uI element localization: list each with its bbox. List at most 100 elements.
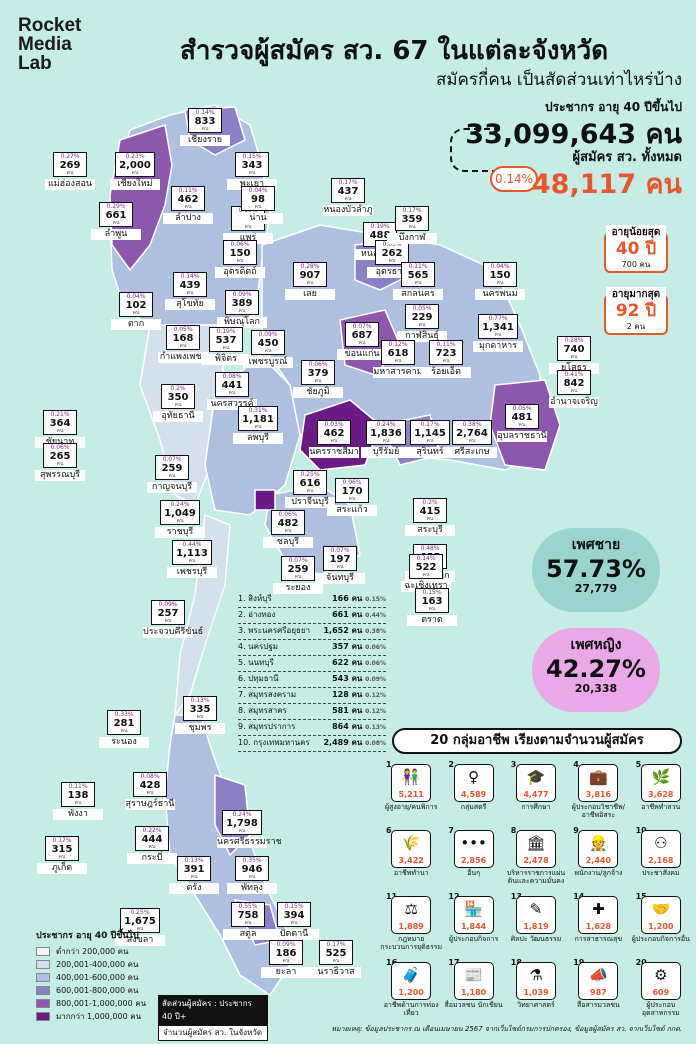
province-value: 359 <box>401 214 423 225</box>
province-label: 0.17% 437 คน หนองบัวลำภู <box>323 178 373 216</box>
central-list-value: 1,652 คน 0.38% <box>323 626 386 635</box>
province-value: 907 <box>299 270 321 281</box>
central-list-value: 166 คน 0.15% <box>332 594 386 603</box>
occupation-rank: 2. <box>448 760 457 769</box>
province-unit: คน <box>248 170 256 176</box>
province-box: 0.24% 1,836 คน <box>366 420 406 445</box>
province-unit: คน <box>264 348 272 354</box>
province-label: 0.07% 197 คน จันทบุรี <box>315 546 365 584</box>
province-value: 229 <box>411 312 433 323</box>
province-unit: คน <box>66 170 74 176</box>
occupation-item: 3. 🎓 4,477 การศึกษา <box>505 760 567 822</box>
province-value: 1,341 <box>482 322 514 333</box>
province-box: 0.08% 428 คน <box>133 772 167 797</box>
province-name: แพร่ <box>223 233 273 244</box>
province-unit: คน <box>336 564 344 570</box>
central-list-pct: 0.08% <box>365 740 386 747</box>
province-pct: 0.14% <box>416 555 436 562</box>
occupation-count: 1,039 <box>523 988 549 997</box>
province-unit: คน <box>428 606 436 612</box>
central-list-row: 9. สมุทรปราการ 864 คน 0.13% <box>238 720 386 736</box>
province-name: พะเยา <box>227 179 277 190</box>
province-box: 0.23% 2,000 คน <box>115 152 155 177</box>
central-list-pct: 0.06% <box>365 660 386 667</box>
province-unit: คน <box>282 958 290 964</box>
occupation-count: 4,477 <box>523 790 549 799</box>
province-value: 186 <box>275 948 297 959</box>
province-value: 259 <box>161 463 183 474</box>
province-name: พังงา <box>53 809 103 820</box>
province-name: ขอนแก่น <box>337 349 387 360</box>
province-name: พัทลุง <box>227 883 277 894</box>
province-name: ปัตตานี <box>269 929 319 940</box>
province-unit: คน <box>174 402 182 408</box>
province-name: นครศรีธรรมราช <box>217 837 282 848</box>
province-pct: 0.15% <box>284 903 304 910</box>
province-value: 1,798 <box>226 818 258 829</box>
occupation-label: การสาธารณสุข <box>574 935 623 943</box>
province-box: 0.07% 259 คน <box>155 455 189 480</box>
province-value: 379 <box>307 368 329 379</box>
province-unit: คน <box>284 528 292 534</box>
province-pct: 0.04% <box>126 293 146 300</box>
province-pct: 0.31% <box>248 407 268 414</box>
province-box: 0.09% 450 คน <box>251 330 285 355</box>
province-unit: คน <box>314 378 322 384</box>
occupation-count: 2,440 <box>585 856 612 865</box>
youngest-age-value: 40 ปี <box>615 239 657 259</box>
province-value: 168 <box>172 333 194 344</box>
province-value: 315 <box>51 844 73 855</box>
province-value: 537 <box>215 335 237 346</box>
occupation-label: ผู้ประกอบกิจการอื่น <box>631 935 690 943</box>
oldest-age-value: 92 ปี <box>615 301 657 321</box>
province-value: 462 <box>323 428 345 439</box>
occupation-label: อาชีพทำสวน <box>641 803 681 811</box>
province-unit: คน <box>136 926 144 932</box>
province-pct: 0.14% <box>180 273 200 280</box>
province-value: 259 <box>287 564 309 575</box>
province-name: กระบี่ <box>127 853 177 864</box>
brand-line-1: Rocket <box>18 15 82 36</box>
province-label: 0.25% 616 คน ปราจีนบุรี <box>285 470 335 508</box>
province-label: 0.05% 229 คน กาฬสินธุ์ <box>397 304 447 342</box>
central-list-value: 128 คน 0.12% <box>332 690 386 699</box>
legend-swatch <box>36 986 50 995</box>
province-name: สกลนคร <box>393 289 443 300</box>
province-unit: คน <box>148 844 156 850</box>
province-pct: 0.07% <box>352 323 372 330</box>
province-box: 0.15% 343 คน <box>235 152 269 177</box>
province-name: เลย <box>285 289 335 300</box>
province-unit: คน <box>184 204 192 210</box>
province-value: 364 <box>49 418 71 429</box>
province-pct: 0.07% <box>330 547 350 554</box>
occupation-item: 6. 🌾 3,422 อาชีพทำนา <box>380 826 442 888</box>
province-pct: 0.07% <box>162 456 182 463</box>
province-value: 389 <box>231 298 253 309</box>
province-name: จันทบุรี <box>315 573 365 584</box>
central-list-row: 7. สมุทรสงคราม 128 คน 0.12% <box>238 688 386 704</box>
province-label: 0.09% 389 คน พิษณุโลก <box>217 290 267 328</box>
province-name: นครสวรรค์ <box>207 399 257 410</box>
province-pct: 0.29% <box>106 203 126 210</box>
male-count: 27,779 <box>574 582 618 595</box>
province-box: 0.25% 1,675 คน <box>120 908 160 933</box>
province-pct: 0.25% <box>300 471 320 478</box>
province-box: 0.06% 150 คน <box>223 240 257 265</box>
province-pct: 0.28% <box>564 337 584 344</box>
population-label: ประชากร อายุ 40 ปีขึ้นไป <box>545 100 682 114</box>
occupation-count: 2,856 <box>460 856 487 865</box>
province-label: 0.14% 833 คน เชียงราย <box>180 108 230 146</box>
province-name: ภูเก็ต <box>37 863 87 874</box>
province-label: 0.13% 335 คน ชุมพร <box>175 696 225 734</box>
occupation-count: 3,422 <box>398 856 424 865</box>
province-pct: 0.17% <box>326 941 346 948</box>
occupation-label: ผู้ประกอบกิจการ <box>448 935 499 943</box>
central-list-name: 4. นครปฐม <box>238 642 279 651</box>
occupation-count: 1,819 <box>523 922 549 931</box>
province-label: 0.2% 415 คน สระบุรี <box>405 498 455 536</box>
province-pct: 0.08% <box>140 773 160 780</box>
province-label: 0.11% 565 คน สกลนคร <box>393 262 443 300</box>
